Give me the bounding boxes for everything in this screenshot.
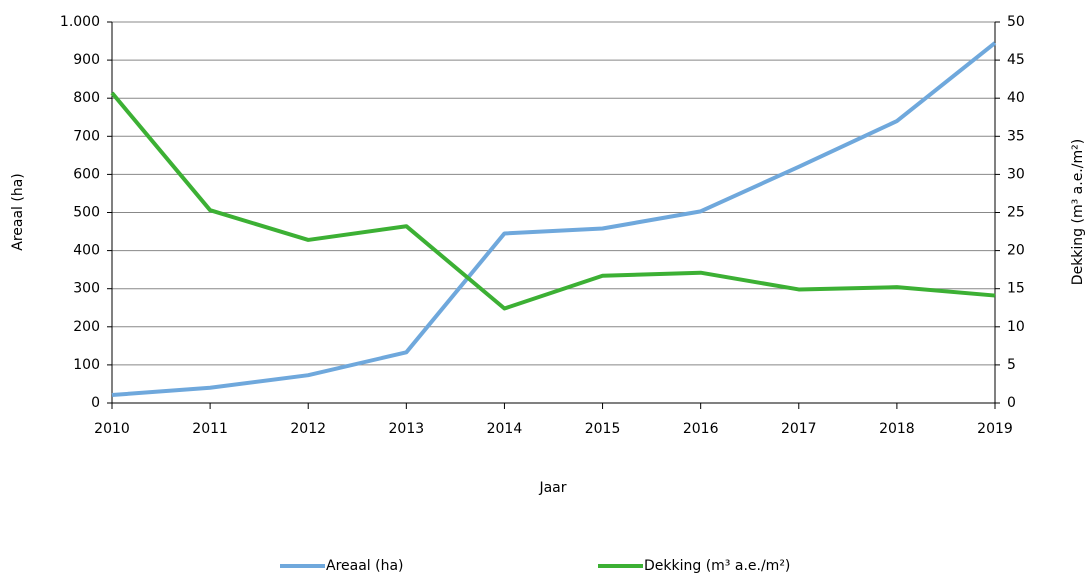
y2-tick-label: 10 [1007, 319, 1025, 335]
y2-tick-label: 35 [1007, 128, 1025, 144]
x-tick-label: 2018 [879, 421, 915, 437]
y-tick-label: 600 [73, 166, 100, 182]
series-line [111, 41, 997, 397]
y-tick-label: 900 [73, 52, 100, 68]
x-tick-label: 2014 [487, 421, 523, 437]
x-tick-label: 2019 [977, 421, 1013, 437]
x-tick-label: 2010 [94, 421, 130, 437]
y2-tick-label: 5 [1007, 357, 1016, 373]
x-tick-label: 2011 [192, 421, 228, 437]
y2-tick-label: 20 [1007, 243, 1025, 259]
legend-label: Areaal (ha) [326, 558, 404, 574]
x-tick-label: 2017 [781, 421, 817, 437]
x-tick-label: 2012 [290, 421, 326, 437]
x-axis-title: Jaar [538, 480, 566, 496]
y-axis-title: Areaal (ha) [10, 173, 26, 251]
y2-axis-title: Dekking (m³ a.e./m²) [1070, 139, 1086, 285]
y2-tick-label: 30 [1007, 166, 1025, 182]
y2-tick-label: 40 [1007, 90, 1025, 106]
x-tick-label: 2015 [585, 421, 621, 437]
x-tick-label: 2013 [389, 421, 425, 437]
y-tick-label: 700 [73, 128, 100, 144]
y-tick-label: 400 [73, 243, 100, 259]
x-tick-label: 2016 [683, 421, 719, 437]
y-tick-label: 200 [73, 319, 100, 335]
y-tick-label: 100 [73, 357, 100, 373]
y-tick-label: 300 [73, 281, 100, 297]
legend-label: Dekking (m³ a.e./m²) [644, 558, 790, 574]
series-line [110, 91, 996, 311]
y2-tick-label: 50 [1007, 14, 1025, 30]
y2-tick-label: 15 [1007, 281, 1025, 297]
y2-tick-label: 25 [1007, 205, 1025, 221]
y-tick-label: 800 [73, 90, 100, 106]
y2-tick-label: 45 [1007, 52, 1025, 68]
y2-tick-label: 0 [1007, 395, 1016, 411]
y-tick-label: 0 [91, 395, 100, 411]
y-tick-label: 1.000 [60, 14, 100, 30]
y-tick-label: 500 [73, 205, 100, 221]
